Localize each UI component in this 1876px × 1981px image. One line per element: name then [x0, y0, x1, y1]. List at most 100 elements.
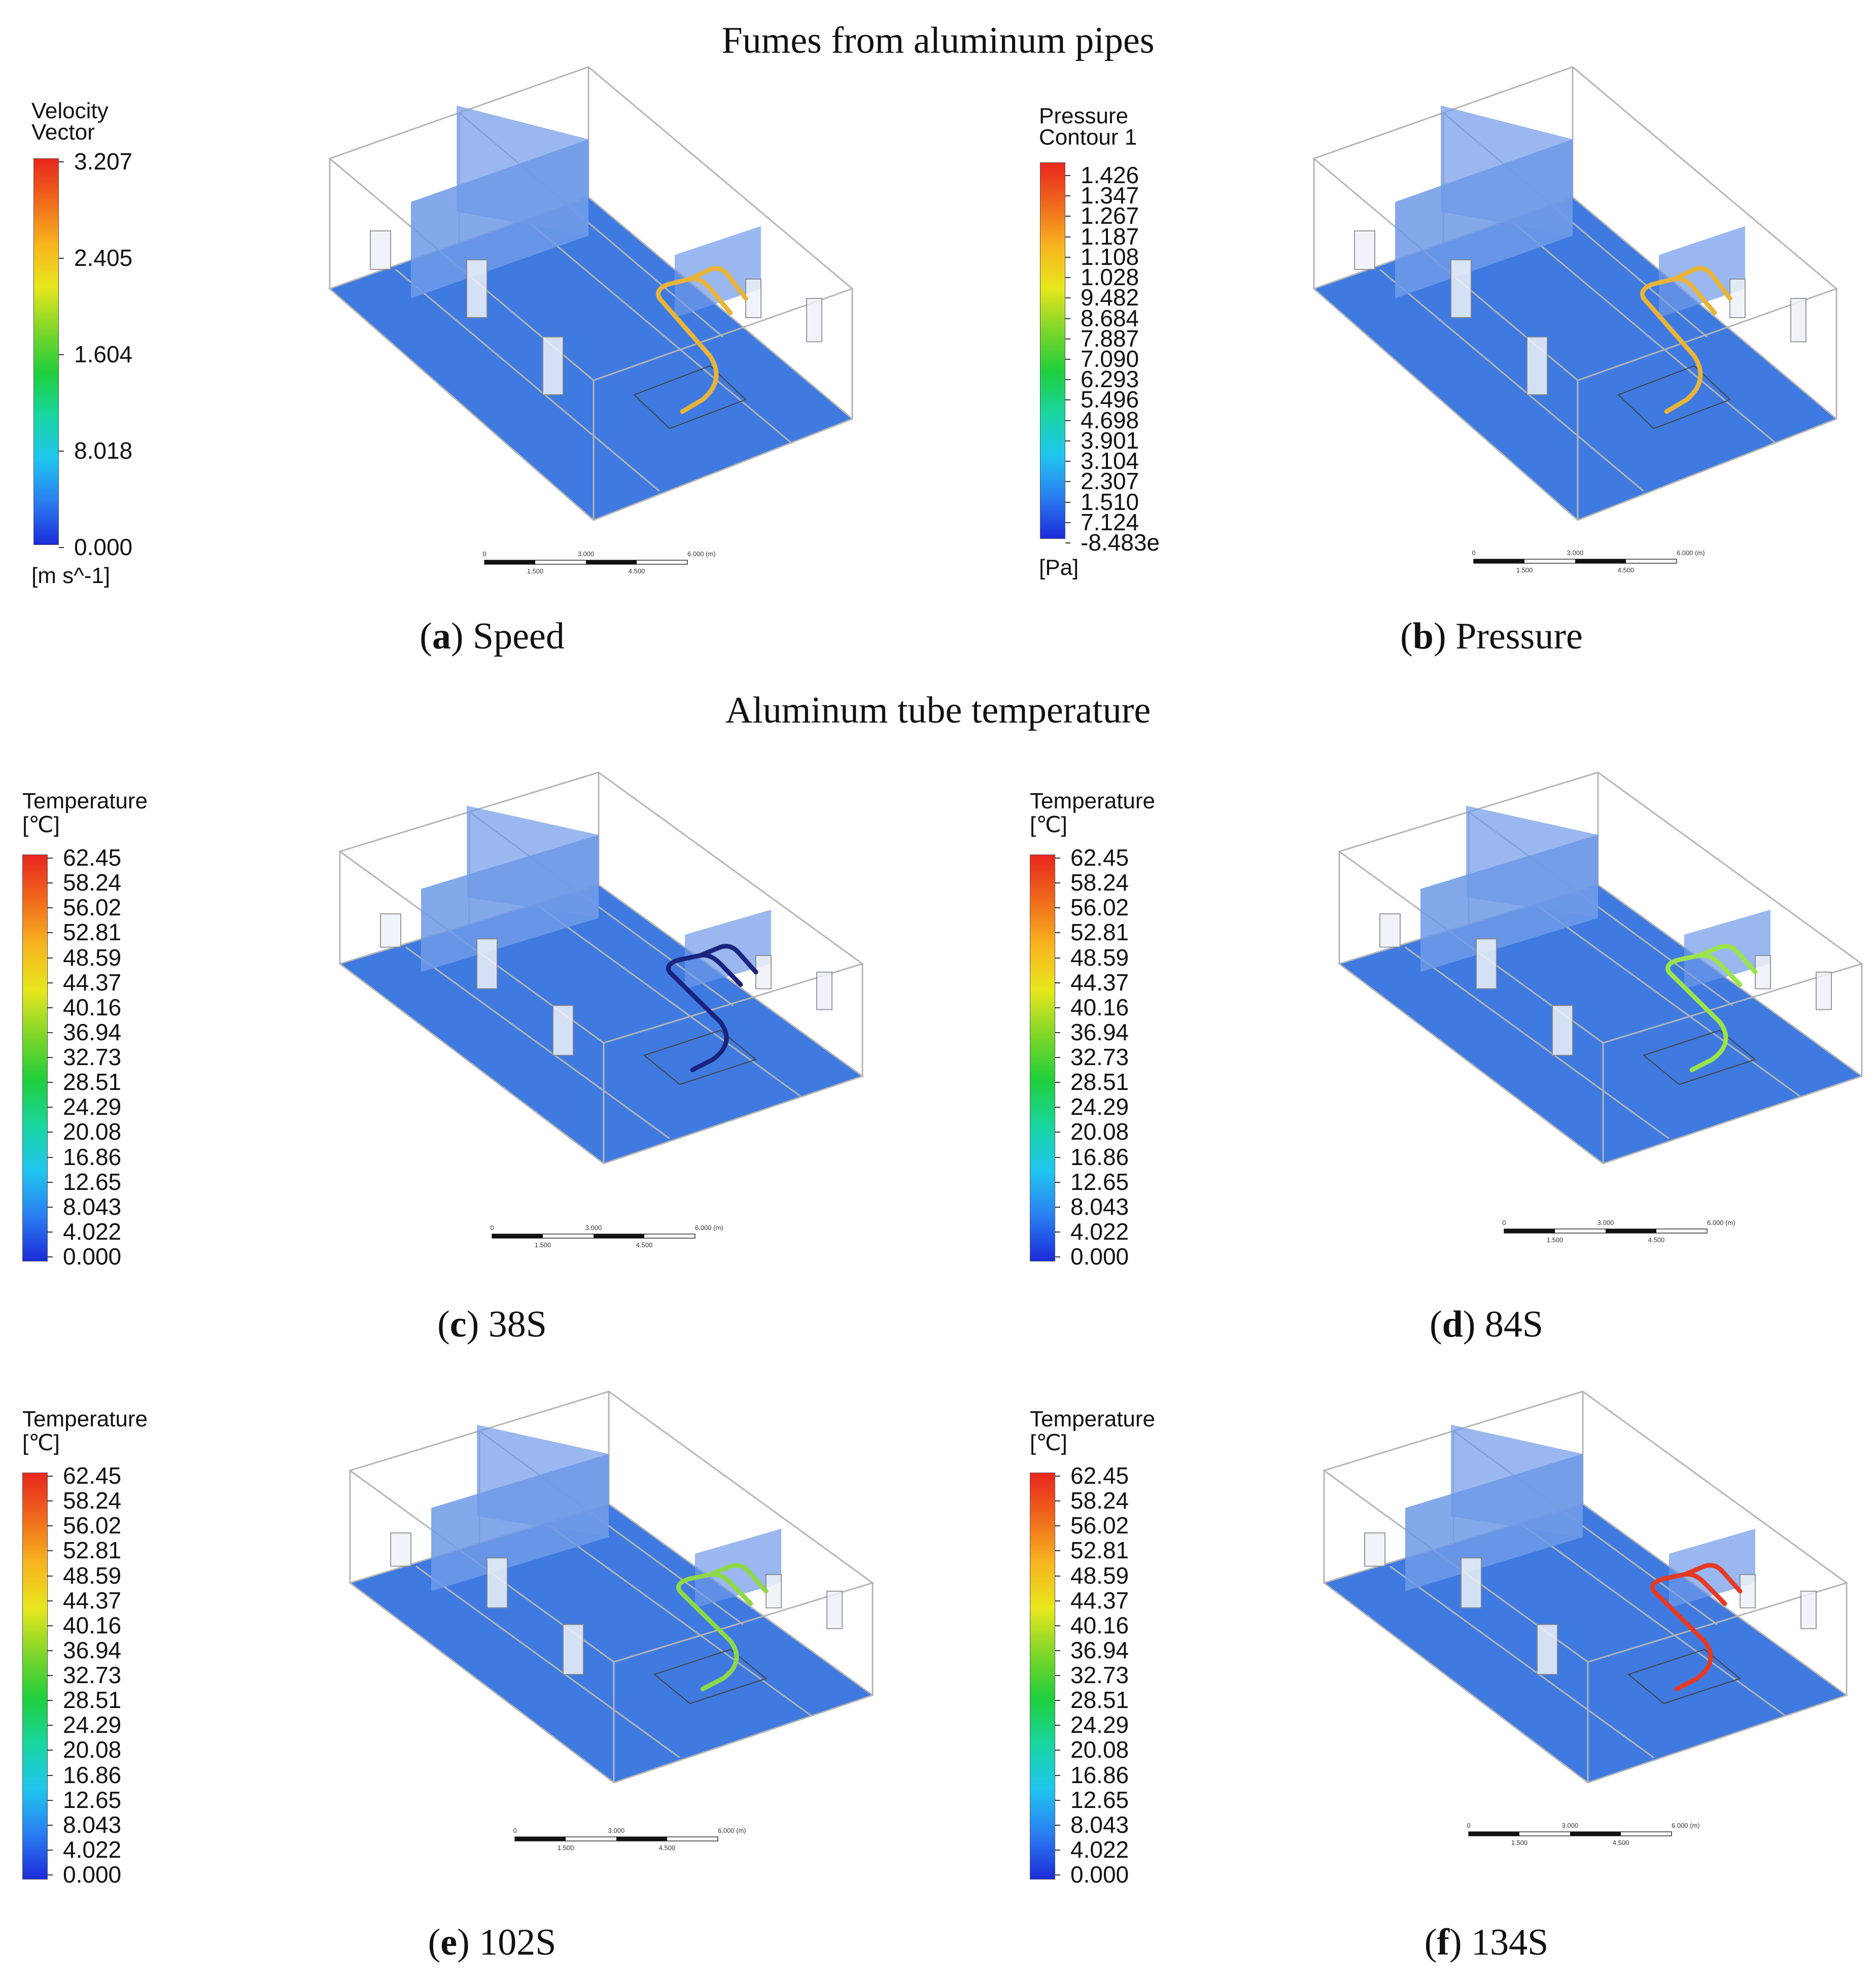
scale-bar-segment — [1575, 559, 1626, 563]
room-render-b — [1312, 66, 1838, 521]
tick-label: 0.000 — [1070, 1243, 1129, 1270]
tick-mark — [48, 1675, 53, 1676]
tick-label: 40.16 — [63, 994, 122, 1020]
wall-panel — [695, 1528, 781, 1608]
tick-label: 6.293 — [1081, 366, 1139, 393]
tick-label: 24.29 — [1070, 1094, 1129, 1120]
tick-mark — [1065, 501, 1070, 503]
legend-title: Temperature — [1030, 789, 1156, 813]
scale-bar-segment — [594, 1234, 644, 1238]
scale-label: 0 — [490, 1224, 494, 1232]
tick-label: 0.000 — [63, 1861, 122, 1888]
ceiling-frame — [1322, 1390, 1849, 1663]
aluminum-pipe — [677, 1589, 739, 1691]
tick-mark — [1065, 175, 1070, 176]
aluminum-pipe — [657, 296, 719, 414]
tick-mark — [1065, 522, 1070, 523]
caption-letter-b: b — [1412, 616, 1434, 657]
tick-label: 8.018 — [74, 437, 133, 464]
temperature-colorbar-c — [22, 855, 48, 1261]
caption-letter-d: d — [1442, 1304, 1463, 1345]
tick-label: 52.81 — [1070, 1537, 1129, 1564]
scale-label: 3.000 — [608, 1827, 625, 1834]
tick-label: 1.347 — [1081, 182, 1139, 209]
tick-label: 44.37 — [1070, 1587, 1129, 1614]
door-window-outline — [1476, 938, 1497, 989]
scale-label: 3.000 — [585, 1224, 602, 1232]
aluminum-pipe — [1672, 266, 1732, 301]
tick-mark — [48, 1156, 53, 1158]
aluminum-pipe — [1666, 970, 1728, 1072]
scale-label: 0 — [482, 550, 486, 558]
tick-label: 52.81 — [63, 1537, 122, 1564]
room-render-d — [1337, 771, 1864, 1165]
tick-mark — [1055, 1057, 1060, 1058]
scale-bar-segment — [484, 560, 535, 564]
tick-mark — [1055, 1231, 1060, 1233]
tick-mark — [1055, 1107, 1060, 1108]
aluminum-pipe — [1641, 296, 1703, 414]
tick-label: 12.65 — [63, 1786, 122, 1813]
legend-title: Temperature — [22, 789, 148, 813]
tick-mark — [48, 1256, 53, 1257]
tick-mark — [1055, 1774, 1060, 1776]
tick-mark — [48, 1750, 53, 1751]
partition-line — [1379, 268, 1644, 492]
tick-mark — [1055, 1181, 1060, 1183]
tick-mark — [48, 1824, 53, 1826]
floor — [348, 1502, 875, 1784]
tick-mark — [1055, 1650, 1060, 1651]
partition-line — [1389, 1565, 1654, 1759]
tick-mark — [1055, 1874, 1060, 1875]
wall-panel — [1684, 909, 1770, 989]
scale-label: 3.000 — [578, 550, 595, 558]
tick-mark — [1055, 932, 1060, 934]
tick-label: 48.59 — [1070, 1562, 1129, 1589]
temperature-colorbar-f — [1030, 1473, 1055, 1880]
tick-label: 28.51 — [1070, 1069, 1129, 1096]
tick-label: 1.187 — [1081, 223, 1139, 250]
tick-mark — [48, 1550, 53, 1552]
door-window-outline — [563, 1624, 584, 1675]
tick-mark — [1055, 1007, 1060, 1008]
tick-label: 16.86 — [63, 1761, 122, 1788]
door-window-outline — [1379, 913, 1401, 948]
tick-label: 16.86 — [63, 1143, 122, 1170]
tick-mark — [1055, 1082, 1060, 1083]
tick-label: 56.02 — [1070, 894, 1129, 921]
tick-mark — [48, 1600, 53, 1601]
tick-mark — [1065, 542, 1070, 543]
tick-label: 1.510 — [1081, 488, 1139, 515]
door-window-outline — [806, 298, 822, 343]
tick-mark — [48, 1032, 53, 1033]
tick-label: 7.887 — [1081, 325, 1139, 352]
tick-label: 48.59 — [1070, 944, 1129, 971]
caption-e: (e) 102S — [428, 1922, 557, 1963]
scale-label: 6.000 (m) — [1677, 549, 1705, 557]
tick-label: 3.104 — [1081, 448, 1139, 474]
aluminum-pipe — [1651, 1589, 1713, 1691]
tick-mark — [1055, 1600, 1060, 1601]
pressure-unit: [Pa] — [1039, 555, 1079, 580]
scale-label: 0 — [1467, 1822, 1470, 1829]
tick-mark — [48, 957, 53, 959]
legend-title: Temperature — [22, 1407, 148, 1431]
legend-title-line-1: Velocity — [31, 98, 109, 123]
scale-label: 4.500 — [1613, 1839, 1629, 1847]
tick-label: 4.698 — [1081, 406, 1139, 433]
caption-text-c: 38S — [488, 1304, 547, 1345]
tick-mark — [48, 1799, 53, 1801]
tick-mark — [48, 1700, 53, 1701]
equipment-box — [1617, 365, 1731, 429]
scale-bar-segment — [1606, 1229, 1656, 1233]
floor — [1322, 1502, 1849, 1784]
tick-label: 36.94 — [63, 1018, 122, 1045]
caption-letter-c: c — [449, 1304, 467, 1345]
tick-label: 20.08 — [63, 1736, 122, 1763]
tick-label: 12.65 — [1070, 1786, 1129, 1813]
scale-bar-f: 0 3.000 6.000 (m) 1.500 4.500 — [1467, 1822, 1699, 1847]
fumes-section-title: Fumes from aluminum pipes — [721, 20, 1155, 61]
tick-mark — [1055, 1725, 1060, 1726]
temperature-legend-c: Temperature [℃] — [22, 789, 148, 838]
tick-label: 28.51 — [63, 1687, 122, 1714]
